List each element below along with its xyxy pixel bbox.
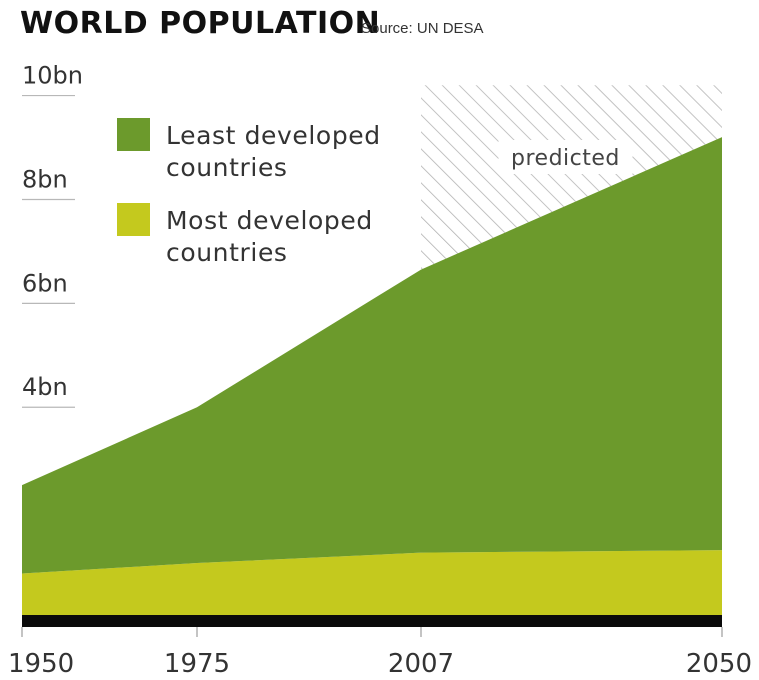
legend-label: Most developed bbox=[166, 206, 373, 235]
legend-label: countries bbox=[166, 238, 288, 267]
legend-label: Least developed bbox=[166, 121, 381, 150]
x-tick-label: 2007 bbox=[388, 649, 454, 679]
legend-swatch bbox=[117, 203, 150, 236]
x-axis-baseline bbox=[22, 615, 722, 627]
y-tick-label: 6bn bbox=[22, 269, 68, 297]
legend-swatch bbox=[117, 118, 150, 151]
predicted-label-text: predicted bbox=[511, 146, 620, 171]
y-tick-label: 10bn bbox=[22, 62, 83, 90]
x-tick-label: 1950 bbox=[8, 649, 74, 679]
chart-title: WORLD POPULATION bbox=[20, 6, 381, 41]
area-least-developed-countries bbox=[22, 137, 722, 574]
area-most-developed-countries bbox=[22, 550, 722, 615]
x-tick-label: 1975 bbox=[164, 649, 230, 679]
y-tick-label: 4bn bbox=[22, 373, 68, 401]
x-tick-label: 2050 bbox=[686, 649, 752, 679]
chart-source: Source: UN DESA bbox=[361, 20, 484, 37]
predicted-label-bg bbox=[498, 140, 633, 174]
y-tick-label: 8bn bbox=[22, 165, 68, 193]
legend-label: countries bbox=[166, 153, 288, 182]
predicted-hatch-region bbox=[421, 85, 722, 270]
predicted-label: predicted bbox=[498, 140, 633, 174]
